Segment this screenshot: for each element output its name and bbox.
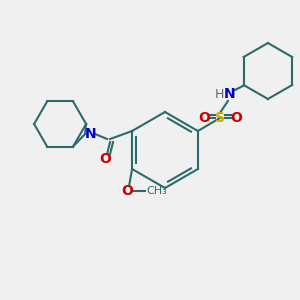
Text: O: O bbox=[230, 111, 242, 125]
Text: H: H bbox=[215, 88, 225, 100]
Text: N: N bbox=[224, 87, 236, 101]
Text: O: O bbox=[99, 152, 111, 166]
Text: CH₃: CH₃ bbox=[147, 186, 167, 196]
Text: O: O bbox=[121, 184, 133, 198]
Text: O: O bbox=[198, 111, 210, 125]
Text: N: N bbox=[84, 127, 96, 141]
Text: S: S bbox=[215, 111, 225, 125]
